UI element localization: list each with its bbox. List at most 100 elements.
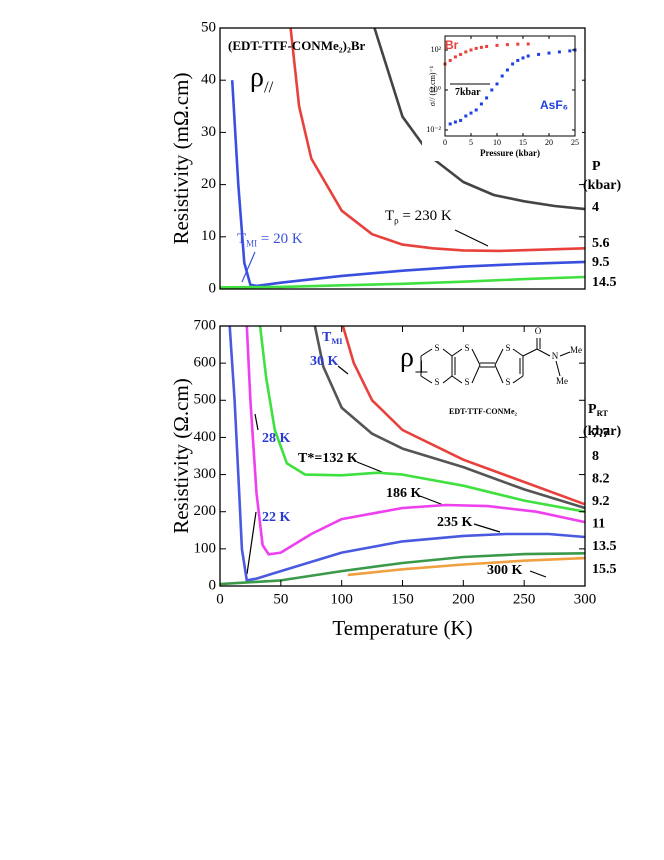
point	[516, 58, 520, 62]
point	[453, 120, 457, 124]
arrow	[241, 251, 256, 283]
arrow	[246, 511, 257, 575]
y-tick-label: 300	[194, 466, 217, 482]
y-tick-label: 600	[194, 355, 217, 371]
x-tick-label: 15	[519, 138, 527, 147]
series-label: 7.7	[592, 426, 610, 441]
point	[448, 58, 452, 62]
point	[469, 111, 473, 115]
point	[453, 55, 457, 59]
series-line	[373, 27, 586, 211]
annotation: TMI	[322, 330, 343, 346]
plot-frame	[444, 35, 576, 137]
y-tick-label: 0	[209, 280, 217, 296]
inset-background	[422, 30, 582, 161]
annotation-part: T	[322, 330, 332, 345]
atom-label: N	[552, 351, 559, 361]
annotation-part: 235 K	[437, 515, 473, 530]
series-label: 9.2	[592, 494, 610, 509]
plot-area	[443, 42, 577, 126]
annotation-part: ρ	[250, 62, 264, 93]
annotation: 235 K	[437, 515, 473, 530]
y-tick-label: 30	[201, 124, 216, 140]
annotation-part: (kbar)	[583, 178, 621, 193]
plot-area	[219, 27, 586, 289]
annotation: T*=132 K	[298, 451, 358, 466]
y-tick-label: 100	[194, 540, 217, 556]
annotation-part: P	[588, 402, 597, 417]
annotation-part: 22 K	[262, 510, 291, 525]
annotation-part: //	[264, 77, 274, 96]
y-axis-label: σ// (Ω.cm)⁻¹	[428, 65, 437, 106]
annotation-part: MI	[331, 337, 342, 346]
molecule-bonds	[420, 338, 571, 384]
y-tick-label: 200	[194, 503, 217, 519]
arrow	[356, 461, 383, 473]
annotation: PRT	[588, 402, 608, 418]
annotation-part: (kbar)	[583, 424, 621, 439]
atom-label: S	[434, 343, 439, 353]
x-tick-label: 5	[469, 138, 473, 147]
annotation-part: = 230 K	[399, 208, 452, 224]
point	[464, 114, 468, 118]
y-tick-label: 10²	[431, 45, 442, 54]
annotation-part: 7kbar	[455, 87, 481, 98]
point	[474, 108, 478, 112]
annotation-part: 300 K	[487, 563, 523, 578]
annotation-part: P	[592, 159, 601, 174]
point	[526, 54, 530, 58]
series-line	[347, 556, 586, 577]
annotation: 28 K	[262, 431, 291, 446]
x-axis-label: Pressure (kbar)	[480, 148, 540, 158]
y-tick-label: 40	[201, 72, 216, 88]
legend-label: AsF₆	[540, 98, 568, 112]
point	[511, 62, 515, 66]
chart: 10⁻² 10⁰ 10² 0 5 10 15 20 25 σ// (Ω.cm)⁻¹ Pressure…	[422, 30, 582, 161]
series-label: 11	[592, 517, 605, 532]
annotation: 7kbar	[455, 87, 481, 98]
point	[547, 51, 551, 55]
series-line	[258, 325, 586, 513]
point	[537, 52, 541, 56]
series-line	[245, 325, 586, 556]
annotation-part: T	[237, 231, 246, 247]
chart-title: (EDT-TTF-CONMe₂)₂Br	[228, 38, 366, 53]
point	[490, 88, 494, 92]
series-label: 15.5	[592, 562, 617, 577]
annotation-part: ρ	[400, 342, 414, 373]
series-label: 8	[592, 449, 599, 464]
point	[474, 46, 478, 50]
annotation: (kbar)	[583, 424, 621, 439]
point	[505, 43, 509, 47]
x-tick-label: 0	[216, 591, 224, 607]
arrow	[337, 365, 349, 375]
point	[568, 49, 572, 53]
annotation: 30 K	[310, 354, 339, 369]
series-line	[230, 80, 586, 288]
series-line	[219, 275, 586, 289]
annotation-part: T*=132 K	[298, 451, 358, 466]
y-tick-label: 10	[201, 228, 216, 244]
arrow	[454, 229, 489, 247]
atom-label: S	[464, 343, 469, 353]
series-label: 9.5	[592, 255, 610, 270]
x-tick-label: 10	[493, 138, 501, 147]
annotation-part: MI	[246, 239, 257, 249]
point	[459, 52, 463, 56]
annotation-part: RT	[597, 409, 609, 418]
y-tick-label: 10⁻²	[426, 125, 441, 134]
y-tick-label: 20	[201, 176, 216, 192]
point	[526, 42, 530, 46]
y-tick-label: 500	[194, 392, 217, 408]
point	[500, 74, 504, 78]
series-line	[228, 325, 586, 582]
annotation-part: 186 K	[386, 486, 422, 501]
molecule-label: EDT-TTF-CONMe₂	[449, 407, 517, 416]
atom-label: S	[505, 343, 510, 353]
point	[495, 82, 499, 86]
x-tick-label: 150	[391, 591, 414, 607]
annotation-part: T	[385, 208, 394, 224]
annotation-part: = 20 K	[257, 231, 303, 247]
y-tick-label: 700	[194, 317, 217, 333]
series-label: 14.5	[592, 275, 617, 290]
